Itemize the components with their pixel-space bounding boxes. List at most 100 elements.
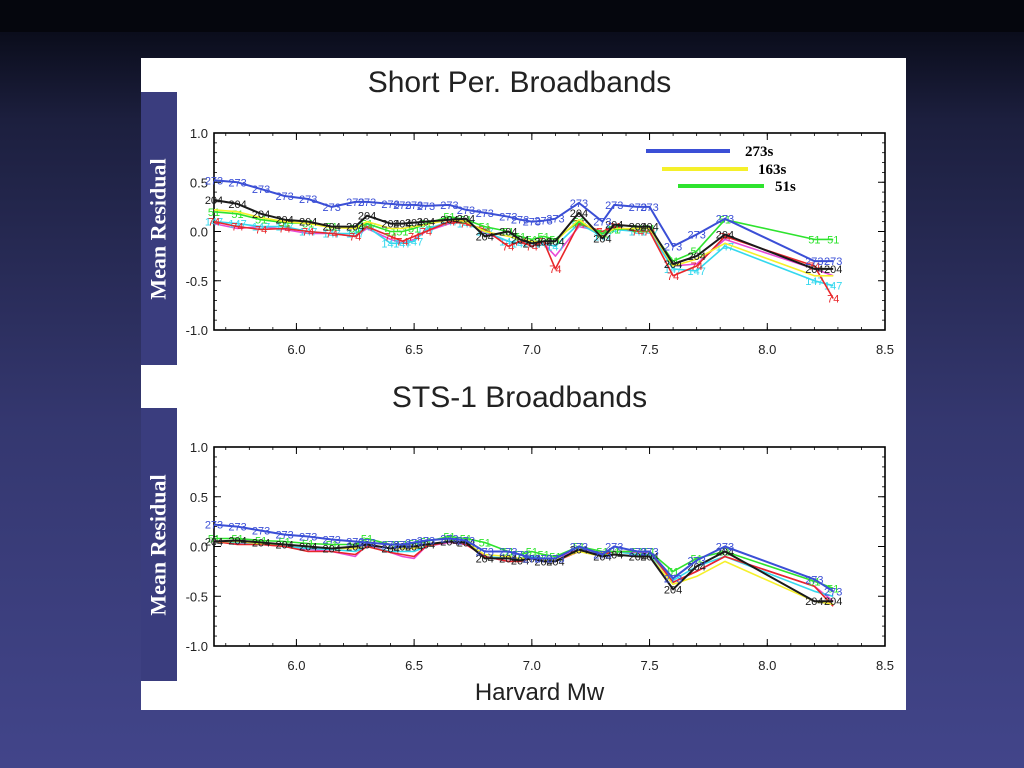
point-label-273: 273 (629, 546, 647, 558)
point-label-51: 51 (827, 583, 839, 595)
point-label-147: 147 (252, 222, 270, 234)
point-label-273: 273 (664, 573, 682, 585)
point-label-51: 51 (808, 234, 820, 246)
point-label-204: 204 (252, 538, 270, 550)
series-line-204 (213, 199, 834, 270)
point-label-51: 51 (691, 246, 703, 258)
point-label-204: 204 (640, 551, 658, 563)
point-label-51: 51 (208, 534, 220, 546)
point-label-147: 147 (346, 228, 364, 240)
x-tick-label: 7.5 (641, 342, 659, 357)
point-label-74: 74 (827, 293, 839, 305)
point-label-147: 147 (687, 266, 705, 278)
point-label-204: 204 (605, 549, 623, 561)
point-label-204: 204 (205, 195, 223, 207)
point-label-273: 273 (499, 546, 517, 558)
point-label-273: 273 (205, 175, 223, 187)
point-label-204: 204 (546, 556, 564, 568)
x-tick-label: 8.0 (758, 658, 776, 673)
point-label-273: 273 (593, 217, 611, 229)
point-label-74: 74 (408, 231, 420, 243)
point-label-204: 204 (687, 251, 705, 263)
point-label-204: 204 (393, 219, 411, 231)
top-band (0, 0, 1024, 32)
point-label-204: 204 (629, 222, 647, 234)
point-label-147: 147 (629, 227, 647, 239)
ylabel-bottom: Mean Residual (141, 408, 177, 681)
point-label-273: 273 (687, 229, 705, 241)
point-label-51: 51 (596, 228, 608, 240)
x-axis-label: Harvard Mw (475, 679, 605, 706)
point-label-273: 273 (534, 216, 552, 228)
legend-label: 163s (758, 162, 787, 178)
point-label-273: 273 (593, 549, 611, 561)
point-label-204: 204 (457, 214, 475, 226)
chart-panel-2: STS-1 Broadbands 1.0 0.5 0.0 -0.5 -1.0 6.0 6.5 7… (186, 381, 894, 706)
point-label-273: 273 (358, 538, 376, 550)
point-label-273: 273 (393, 540, 411, 552)
point-label-147: 147 (499, 236, 517, 248)
point-label-204: 204 (346, 542, 364, 554)
x-tick-label: 6.0 (287, 658, 305, 673)
y-tick-label: -1.0 (186, 639, 208, 654)
point-label-204: 204 (299, 217, 317, 229)
point-label-74: 74 (643, 227, 655, 239)
point-label-273: 273 (716, 542, 734, 554)
x-tick-label: 6.5 (405, 342, 423, 357)
point-label-273: 273 (275, 530, 293, 542)
point-label-74: 74 (632, 227, 644, 239)
point-label-51: 51 (808, 576, 820, 588)
point-label-273: 273 (805, 256, 823, 268)
point-label-51: 51 (573, 217, 585, 229)
point-label-51: 51 (526, 546, 538, 558)
point-label-273: 273 (716, 214, 734, 226)
point-label-51: 51 (719, 215, 731, 227)
point-label-74: 74 (667, 271, 679, 283)
point-label-204: 204 (476, 231, 494, 243)
point-label-273: 273 (605, 542, 623, 554)
point-label-204: 204 (299, 542, 317, 554)
point-label-51: 51 (361, 219, 373, 231)
y-tick-label: 0.0 (190, 540, 208, 555)
point-label-204: 204 (824, 264, 842, 276)
point-label-273: 273 (417, 536, 435, 548)
legend-label: 51s (775, 179, 796, 195)
y-tick-label: 1.0 (190, 440, 208, 455)
point-label-74: 74 (396, 236, 408, 248)
point-label-204: 204 (346, 222, 364, 234)
point-label-204: 204 (534, 236, 552, 248)
point-label-204: 204 (440, 215, 458, 227)
point-label-204: 204 (511, 555, 529, 567)
point-label-273: 273 (205, 520, 223, 532)
point-label-204: 204 (523, 238, 541, 250)
point-label-273: 273 (358, 197, 376, 209)
point-label-273: 273 (440, 534, 458, 546)
point-label-273: 273 (393, 200, 411, 212)
point-label-204: 204 (358, 211, 376, 223)
point-label-273: 273 (405, 538, 423, 550)
point-label-147: 147 (381, 238, 399, 250)
point-label-273: 273 (346, 197, 364, 209)
y-tick-label: 0.5 (190, 490, 208, 505)
point-label-273: 273 (824, 256, 842, 268)
point-label-273: 273 (323, 535, 341, 547)
point-label-273: 273 (629, 202, 647, 214)
point-label-273: 273 (405, 200, 423, 212)
y-tick-label: 0.0 (190, 225, 208, 240)
point-label-204: 204 (534, 556, 552, 568)
point-label-204: 204 (323, 543, 341, 555)
point-label-273: 273 (299, 194, 317, 206)
point-label-273: 273 (523, 553, 541, 565)
y-tick-label: 0.5 (190, 175, 208, 190)
point-label-147: 147 (205, 217, 223, 229)
figure-panel (141, 58, 906, 710)
legend-label: 273s (745, 144, 774, 160)
point-label-74: 74 (526, 241, 538, 253)
point-label-273: 273 (252, 526, 270, 538)
point-label-204: 204 (228, 536, 246, 548)
series-line-74 (213, 220, 834, 299)
point-label-204: 204 (570, 208, 588, 220)
point-label-273: 273 (511, 549, 529, 561)
point-label-273: 273 (640, 546, 658, 558)
